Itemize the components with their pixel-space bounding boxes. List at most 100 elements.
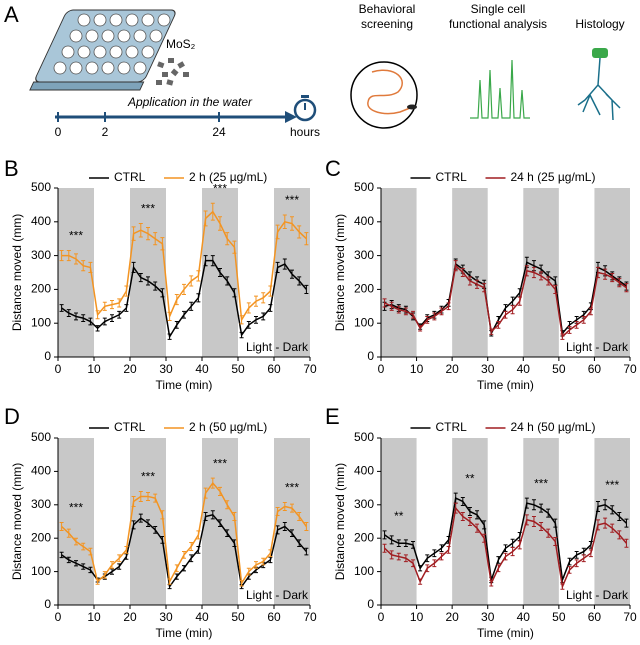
y-tick-label: 100: [31, 564, 51, 578]
error-bar: [218, 267, 222, 278]
error-bar: [403, 554, 408, 563]
y-tick-label: 300: [31, 248, 51, 262]
error-bar: [81, 542, 86, 551]
well: [125, 13, 139, 27]
error-bar: [254, 315, 258, 324]
error-bar: [218, 519, 222, 528]
error-bar: [290, 216, 294, 231]
error-bar: [389, 535, 394, 545]
error-bar: [453, 502, 458, 514]
x-tick-label: 0: [378, 610, 385, 624]
error-bar: [124, 546, 129, 554]
x-tick-label: 40: [517, 610, 531, 624]
error-bar: [74, 560, 78, 567]
particles: [156, 58, 189, 86]
well: [133, 61, 147, 75]
error-bar: [210, 477, 215, 489]
error-bar: [110, 568, 114, 575]
error-bar: [482, 533, 487, 543]
error-bar: [232, 511, 237, 521]
error-bar: [59, 304, 64, 312]
error-bar: [218, 216, 222, 231]
y-tick-label: 300: [354, 497, 374, 511]
significance-label: ***: [141, 202, 155, 216]
y-tick-label: 200: [31, 282, 51, 296]
error-bar: [174, 321, 179, 329]
error-bar: [411, 541, 416, 549]
x-tick-label: 0: [55, 362, 62, 376]
timeline-arrow: [285, 111, 297, 123]
error-bar: [88, 317, 93, 326]
error-bar: [290, 529, 294, 538]
error-bar: [110, 314, 114, 323]
well: [117, 29, 131, 43]
error-bar: [182, 310, 186, 319]
timeline-tick-label: 24: [212, 125, 226, 139]
y-tick-label: 100: [354, 564, 374, 578]
error-bar: [95, 325, 100, 332]
well: [69, 29, 83, 43]
error-bar: [275, 506, 280, 516]
y-tick-label: 100: [31, 315, 51, 329]
error-bar: [138, 222, 143, 238]
error-bar: [389, 301, 394, 311]
error-bar: [482, 520, 487, 530]
x-tick-label: 70: [623, 362, 637, 376]
error-bar: [196, 270, 201, 282]
error-bar: [524, 514, 529, 526]
legend-label: 2 h (25 µg/mL): [189, 170, 267, 184]
error-bar: [174, 293, 179, 306]
error-bar: [124, 304, 129, 312]
error-bar: [304, 522, 309, 532]
method-label: Single cell: [471, 2, 526, 16]
y-tick-label: 300: [31, 497, 51, 511]
error-bar: [482, 283, 487, 293]
error-bar: [446, 546, 451, 554]
x-axis-title: Time (min): [156, 378, 213, 392]
error-bar: [131, 495, 136, 507]
error-bar: [124, 553, 129, 560]
timeline-unit: hours: [290, 125, 320, 139]
dark-period: [58, 438, 94, 605]
significance-label: ***: [213, 181, 227, 195]
error-bar: [389, 550, 394, 560]
light-dark-label: Light - Dark: [246, 588, 309, 602]
x-tick-label: 50: [552, 610, 566, 624]
error-bar: [66, 250, 71, 262]
error-bar: [453, 260, 458, 272]
x-tick-label: 40: [195, 610, 209, 624]
x-tick-label: 60: [588, 362, 602, 376]
y-tick-label: 200: [354, 530, 374, 544]
error-bar: [439, 307, 444, 316]
error-bar: [396, 305, 401, 314]
error-bar: [196, 546, 201, 554]
x-tick-label: 20: [123, 362, 137, 376]
error-bar: [297, 276, 302, 286]
error-bar: [425, 554, 430, 563]
error-bar: [110, 561, 114, 569]
legend-label: CTRL: [114, 420, 146, 434]
error-bar: [503, 552, 508, 561]
y-tick-label: 500: [354, 180, 374, 194]
x-tick-label: 10: [87, 610, 101, 624]
error-bar: [467, 506, 472, 516]
error-bar: [588, 307, 593, 316]
series-line: [61, 210, 307, 323]
timeline-tick-label: 2: [102, 125, 109, 139]
panel-letter: C: [325, 156, 341, 181]
error-bar: [88, 261, 93, 273]
light-dark-label: Light - Dark: [566, 340, 629, 354]
error-bar: [503, 310, 508, 319]
error-bar: [567, 326, 572, 334]
y-tick-label: 400: [31, 214, 51, 228]
panel-letter: D: [4, 404, 20, 429]
error-bar: [595, 500, 600, 512]
y-tick-label: 500: [354, 430, 374, 444]
error-bar: [539, 271, 544, 281]
y-tick-label: 400: [354, 214, 374, 228]
error-bar: [475, 279, 480, 289]
significance-label: **: [465, 471, 475, 485]
error-bar: [124, 285, 129, 297]
method-label: Behavioral: [359, 2, 416, 16]
legend-label: 2 h (50 µg/mL): [189, 420, 267, 434]
